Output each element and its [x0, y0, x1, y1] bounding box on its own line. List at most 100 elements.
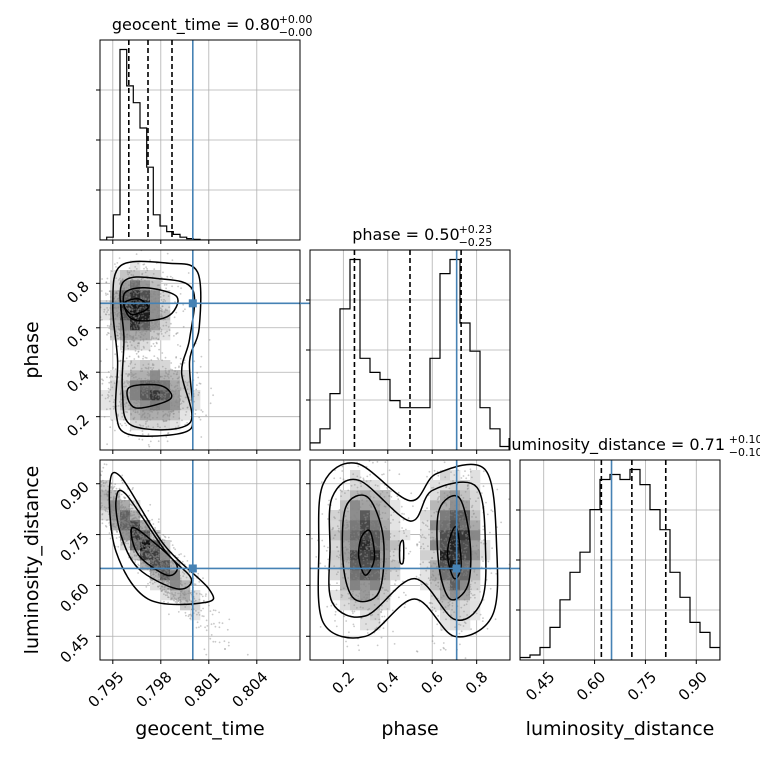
sample-point: [177, 396, 180, 398]
sample-point: [179, 398, 181, 400]
sample-point: [130, 281, 133, 283]
density-cell: [170, 570, 181, 581]
sample-point: [472, 509, 475, 512]
sample-point: [171, 277, 174, 279]
title-value: geocent_time = 0.80: [112, 15, 280, 35]
sample-point: [448, 498, 450, 501]
sample-point: [351, 554, 354, 557]
sample-point: [130, 519, 132, 522]
density-cell: [130, 360, 141, 371]
sample-point: [162, 390, 165, 392]
sample-point: [126, 271, 129, 274]
sample-point: [454, 542, 457, 545]
sample-point: [116, 345, 119, 348]
sample-point: [158, 309, 161, 312]
sample-point: [166, 375, 169, 378]
sample-point: [127, 329, 130, 332]
sample-point: [468, 593, 470, 596]
density-cell: [440, 580, 451, 591]
sample-point: [129, 335, 132, 337]
sample-point: [174, 592, 177, 594]
sample-point: [383, 575, 386, 578]
sample-point: [146, 391, 149, 393]
sample-point: [379, 551, 382, 554]
sample-point: [356, 532, 359, 534]
sample-point: [164, 425, 166, 428]
sample-point: [349, 570, 352, 572]
sample-point: [163, 541, 166, 544]
sample-point: [82, 472, 84, 474]
sample-point: [451, 579, 454, 582]
sample-point: [148, 570, 151, 573]
sample-point: [146, 371, 149, 374]
density-cell: [390, 520, 401, 531]
density-cell: [430, 510, 441, 521]
sample-point: [474, 552, 477, 554]
sample-point: [161, 382, 164, 385]
sample-point: [94, 395, 96, 397]
sample-point: [117, 502, 119, 504]
sample-point: [362, 536, 365, 539]
density-cell: [150, 540, 161, 551]
sample-point: [148, 283, 151, 286]
sample-point: [186, 406, 189, 409]
sample-point: [173, 386, 176, 389]
sample-point: [120, 506, 122, 509]
sample-point: [134, 283, 137, 285]
sample-point: [440, 547, 443, 550]
sample-point: [364, 522, 366, 524]
sample-point: [371, 613, 374, 616]
sample-point: [465, 550, 468, 553]
sample-point: [379, 549, 382, 552]
sample-point: [120, 294, 123, 296]
sample-point: [170, 540, 172, 542]
sample-point: [119, 516, 121, 519]
sample-point: [352, 584, 355, 586]
sample-point: [359, 528, 362, 531]
sample-point: [157, 554, 160, 557]
sample-point: [367, 452, 369, 454]
sample-point: [129, 296, 131, 299]
density-cell: [120, 380, 131, 391]
sample-point: [156, 393, 159, 395]
sample-point: [158, 585, 161, 587]
sample-point: [163, 600, 165, 603]
sample-point: [144, 279, 146, 282]
sample-point: [130, 398, 133, 400]
sample-point: [366, 562, 369, 565]
sample-point: [131, 281, 134, 283]
sample-point: [123, 496, 125, 499]
sample-point: [149, 556, 151, 558]
sample-point: [122, 532, 124, 534]
sample-point: [472, 536, 474, 539]
sample-point: [443, 461, 446, 464]
sample-point: [122, 531, 125, 534]
sample-point: [178, 400, 181, 403]
sample-point: [108, 391, 110, 393]
sample-point: [121, 519, 124, 522]
sample-point: [147, 310, 149, 313]
sample-point: [137, 292, 139, 295]
sample-point: [124, 514, 127, 517]
sample-point: [125, 373, 127, 375]
sample-point: [152, 342, 155, 345]
sample-point: [160, 590, 163, 592]
sample-point: [174, 366, 177, 369]
density-cell: [130, 290, 141, 301]
sample-point: [152, 407, 155, 409]
sample-point: [112, 487, 115, 489]
sample-point: [186, 560, 189, 562]
sample-point: [116, 334, 119, 337]
sample-point: [161, 305, 164, 308]
sample-point: [336, 525, 339, 528]
sample-point: [347, 551, 350, 554]
sample-point: [169, 368, 172, 371]
sample-point: [154, 326, 156, 328]
sample-point: [164, 300, 167, 302]
sample-point: [430, 524, 433, 527]
sample-point: [156, 409, 158, 412]
density-cell: [370, 480, 381, 491]
sample-point: [136, 532, 139, 534]
sample-point: [105, 281, 108, 284]
sample-point: [393, 643, 396, 645]
